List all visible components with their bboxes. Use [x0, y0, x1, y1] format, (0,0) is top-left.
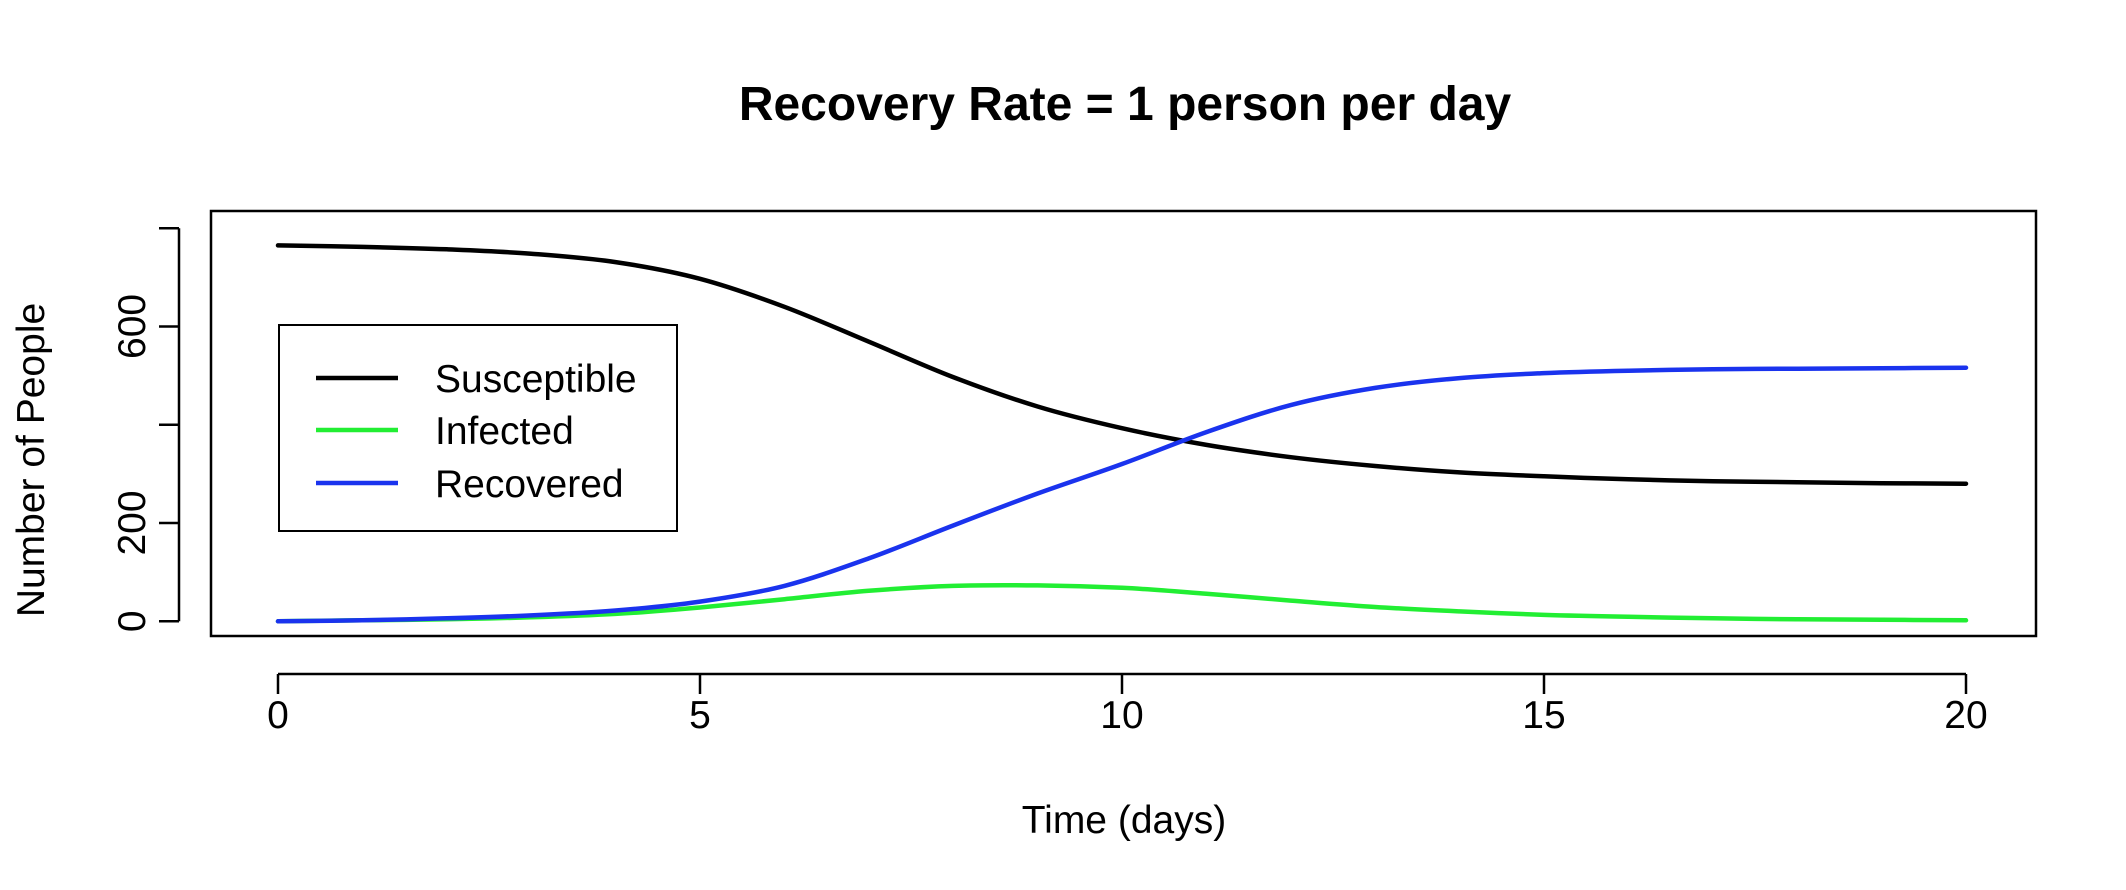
- plot-frame: [209, 209, 2038, 638]
- x-axis-label: Time (days): [1022, 799, 1226, 842]
- x-tick-label: 5: [689, 694, 711, 737]
- legend-label-recovered: Recovered: [435, 463, 624, 506]
- legend: Susceptible Infected Recovered: [278, 324, 678, 532]
- x-tick-label: 20: [1944, 694, 1987, 737]
- chart-title: Recovery Rate = 1 person per day: [739, 78, 1512, 131]
- series-line-recovered: [275, 365, 1969, 624]
- series-line-infected: [275, 582, 1969, 624]
- x-tick-label: 10: [1100, 694, 1143, 737]
- legend-label-infected: Infected: [435, 410, 574, 453]
- x-tick-label: 0: [267, 694, 289, 737]
- y-tick-label: 0: [111, 610, 154, 632]
- y-tick-label: 200: [111, 490, 154, 555]
- x-axis: 0 5 10 15 20: [267, 672, 1988, 737]
- y-tick-label: 600: [111, 294, 154, 359]
- y-axis: 0 200 600: [111, 226, 181, 632]
- x-tick-label: 15: [1522, 694, 1565, 737]
- series-lines: [275, 243, 1969, 624]
- legend-label-susceptible: Susceptible: [435, 358, 637, 401]
- y-axis-label: Number of People: [10, 303, 53, 617]
- series-line-susceptible: [275, 243, 1969, 486]
